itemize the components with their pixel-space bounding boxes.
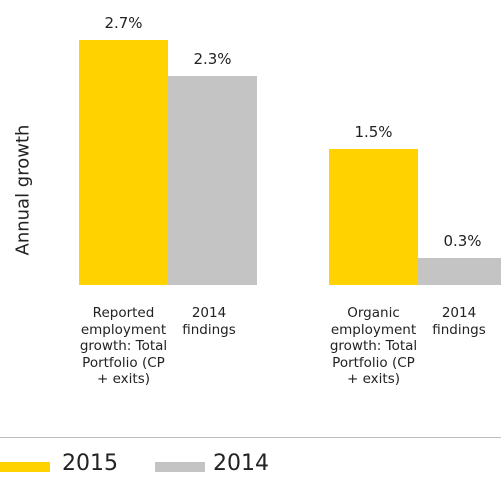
separator: [0, 437, 501, 438]
legend-label: 2014: [213, 451, 269, 476]
value-label: 2.3%: [193, 50, 232, 69]
x-tick-label: Organic employment growth: Total Portfol…: [329, 305, 418, 387]
value-label: 0.3%: [443, 231, 482, 250]
legend-swatch: [0, 462, 50, 472]
value-label: 1.5%: [354, 122, 393, 141]
y-axis-label: Annual growth: [12, 124, 34, 256]
bar: [79, 40, 168, 285]
bar: [168, 76, 257, 285]
legend-swatch: [155, 462, 205, 472]
x-tick-label: 2014 findings: [182, 305, 236, 338]
x-tick-label: 2014 findings: [432, 305, 486, 338]
x-tick-label: Reported employment growth: Total Portfo…: [79, 305, 168, 387]
legend-label: 2015: [62, 451, 118, 476]
value-label: 2.7%: [104, 14, 143, 32]
bar: [329, 148, 418, 285]
bar: [418, 257, 501, 285]
